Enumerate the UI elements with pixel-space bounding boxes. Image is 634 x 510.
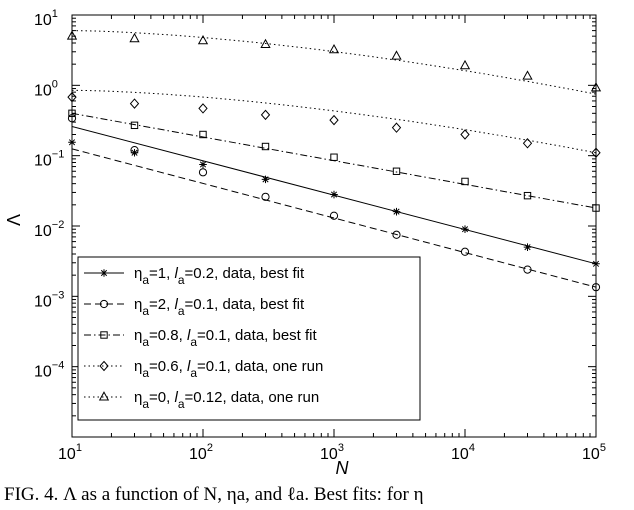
series-4-point xyxy=(260,109,271,121)
series-2-point xyxy=(329,211,339,220)
legend-entry-2: ηa=2, la=0.1, data, best fit xyxy=(84,296,305,318)
legend-label: ηa=0.6, la=0.1, data, one run xyxy=(134,358,323,380)
series-4-point xyxy=(329,114,339,126)
series-1-point xyxy=(392,207,401,216)
series-5-point xyxy=(260,38,271,49)
y-tick-label: 101 xyxy=(34,8,58,29)
series-1-point xyxy=(68,138,76,147)
series-5-point xyxy=(328,43,340,54)
series-2-point xyxy=(523,265,532,274)
series-5-point xyxy=(590,82,602,92)
series-4-point xyxy=(129,98,140,109)
series-5 xyxy=(66,30,602,95)
series-2-point xyxy=(67,114,77,123)
x-tick-label: 101 xyxy=(58,442,82,463)
series-1 xyxy=(68,125,600,268)
series-2-point xyxy=(261,192,270,201)
x-tick-label: 102 xyxy=(189,442,213,463)
y-tick-label: 100 xyxy=(34,78,58,99)
legend-marker xyxy=(100,331,108,339)
x-tick-label: 105 xyxy=(582,442,606,463)
legend-entry-3: ηa=0.8, la=0.1, data, best fit xyxy=(84,327,318,349)
x-tick-label: 104 xyxy=(451,442,475,463)
series-4 xyxy=(67,89,601,159)
series-5-point xyxy=(129,32,140,43)
legend-label: ηa=1, la=0.2, data, best fit xyxy=(134,265,305,287)
series-1-point xyxy=(130,148,139,157)
series-2-point xyxy=(130,145,139,155)
series-3-point xyxy=(199,130,207,139)
series-4-point xyxy=(67,91,77,103)
series-3-point xyxy=(130,121,139,130)
legend-entry-4: ηa=0.6, la=0.1, data, one run xyxy=(84,358,323,380)
legend-label: ηa=0.8, la=0.1, data, best fit xyxy=(134,327,318,349)
series-3-point xyxy=(330,153,338,161)
y-tick-label: 10−3 xyxy=(34,289,64,310)
series-3-point xyxy=(261,142,270,151)
series-4-fit-line xyxy=(71,89,597,154)
legend-marker xyxy=(99,299,109,309)
legend-entry-5: ηa=0, la=0.12, data, one run xyxy=(84,389,319,411)
series-5-fit-line xyxy=(71,30,597,95)
series-5-point xyxy=(66,30,78,40)
series-5-point xyxy=(459,59,471,70)
series-4-point xyxy=(591,147,601,159)
legend-label: ηa=2, la=0.1, data, best fit xyxy=(134,296,305,318)
legend-marker xyxy=(99,360,109,372)
series-4-point xyxy=(198,103,208,114)
series-2-point xyxy=(591,283,601,292)
series-5-point xyxy=(391,50,402,60)
legend-label: ηa=0, la=0.12, data, one run xyxy=(134,389,319,411)
legend-marker xyxy=(100,269,108,277)
series-5-point xyxy=(522,70,533,80)
legend: ηa=1, la=0.2, data, best fit ηa=2, la=0.1… xyxy=(77,256,421,421)
y-tick-label: 10−2 xyxy=(34,219,64,240)
series-1-point xyxy=(199,160,207,169)
series-3-point xyxy=(461,177,469,186)
series-2 xyxy=(67,114,601,292)
series-1-point xyxy=(461,225,469,234)
series-3-point xyxy=(523,191,532,200)
series-3-point xyxy=(68,109,76,118)
y-tick-label: 10−4 xyxy=(34,360,64,381)
series-4-point xyxy=(460,129,470,140)
y-axis-label: Λ xyxy=(4,214,24,226)
x-axis-label: N xyxy=(336,458,350,478)
series-1-point xyxy=(592,260,600,268)
series-4-point xyxy=(391,122,402,133)
series-3-point xyxy=(592,204,600,212)
legend-entry-1: ηa=1, la=0.2, data, best fit xyxy=(84,265,305,287)
series-1-point xyxy=(330,190,338,199)
figure-caption: FIG. 4. Λ as a function of N, ηa, and ℓa… xyxy=(4,484,424,505)
series-3 xyxy=(68,109,600,212)
series-2-point xyxy=(198,168,208,177)
series-2-point xyxy=(460,247,470,256)
series-3-point xyxy=(392,167,401,175)
series-2-fit-line xyxy=(71,148,597,288)
series-2-point xyxy=(392,230,401,239)
legend-box xyxy=(77,256,421,421)
series-1-point xyxy=(523,243,532,251)
y-tick-label: 10−1 xyxy=(34,149,64,170)
series-5-point xyxy=(197,34,209,45)
series-1-point xyxy=(261,175,270,184)
legend-marker xyxy=(98,391,110,401)
series-4-point xyxy=(522,138,533,149)
series-layer xyxy=(66,30,602,292)
